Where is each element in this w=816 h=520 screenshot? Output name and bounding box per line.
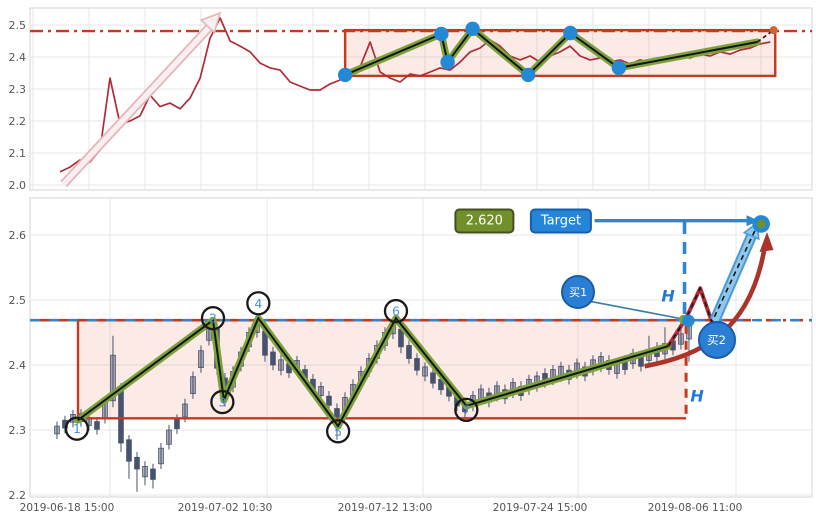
y-axis-tick-label: 2.6 [9,229,27,242]
pivot-circle-6: 6 [383,298,409,324]
pivot-dot [337,67,353,83]
pivot-circle-outline [64,416,90,441]
candle-body [142,465,148,478]
bottom-panel-border [29,197,813,498]
candle-body [678,333,684,345]
y-axis-tick-label: 2.1 [9,147,27,160]
candle-body [150,468,156,480]
trend-arrow-fill [61,25,212,186]
candle-body [118,390,124,444]
candle-body [94,421,100,430]
pivot-number: 2 [209,311,217,326]
candle-body [414,358,420,371]
pivot-circle-outline [246,291,271,316]
y-axis-tick-label: 2.2 [9,489,27,502]
candle-body [318,386,324,396]
candle-body [278,359,284,371]
candle-body [430,372,436,384]
pivot-dot [611,60,627,76]
pivot-dot [434,26,449,42]
y-axis-tick-label: 2.5 [9,294,27,307]
candle-body [326,395,332,406]
pivot-circle-4: 4 [246,291,271,316]
pivot-circle-5: 5 [325,419,351,444]
pivot-number: 1 [73,421,81,436]
pivot-dot [563,25,578,41]
pivot-number: 7 [462,402,470,417]
pivot-dot [520,67,536,83]
target-badge[interactable]: Target [529,208,593,234]
buy2-marker[interactable]: 买2 [697,321,736,360]
buy1-pointer-line [589,300,683,320]
buy1-marker[interactable]: 买1 [561,275,596,310]
y-axis-tick-label: 2.2 [9,115,27,128]
pivot-circle-outline [325,419,351,444]
target-arrow-head [746,215,759,227]
pivot-circle-1: 1 [64,416,90,441]
candle-body [174,419,180,430]
y-axis-tick-label: 2.3 [9,83,27,96]
target-dot-inner [756,219,766,229]
pivot-circle-outline [454,397,479,423]
pivot-dot [465,21,480,37]
pivot-circle-outline [210,389,235,415]
candle-body [198,350,204,369]
buy1-point-dot [682,314,695,327]
pivot-number: 5 [334,424,342,439]
candle-body [54,425,60,435]
candle-body [182,403,188,418]
top-panel: 2.5 2.4 2.3 2.2 2.1 2.0 [9,7,813,192]
candle-body [422,366,428,377]
y-axis-tick-label: 2.5 [9,19,27,32]
bottom-panel: 2.6 2.5 2.4 2.3 2.2 1 2 3 4 5 6 7 [9,197,813,502]
zigzag-black-bottom [77,316,669,428]
pivot-number: 3 [218,395,226,410]
projection-dashed-black [667,226,758,347]
pivot-circle-outline [200,306,226,331]
y-axis-tick-label: 2.0 [9,179,27,192]
candle-body [158,447,164,465]
candle-body [406,345,412,359]
y-axis-tick-label: 2.4 [9,359,27,372]
candle-body [110,354,116,402]
measured-move-value-badge[interactable]: 2.620 [454,208,514,234]
pivot-dot [440,54,455,70]
candle-body [134,456,140,470]
breakout-dot [769,26,778,35]
pivot-number: 4 [254,296,262,311]
trend-arrow-head [199,11,222,34]
y-axis-tick-label: 2.3 [9,424,27,437]
pivot-circle-3: 3 [210,389,235,415]
pivot-circle-7: 7 [454,397,479,423]
top-panel-border [29,7,813,191]
candle-body [270,351,276,366]
y-axis-tick-label: 2.4 [9,51,27,64]
curved-arrow-head [759,232,774,252]
candle-body [638,356,644,367]
pivot-number: 6 [392,304,400,319]
pivot-circle-2: 2 [200,306,226,331]
candle-body [166,429,172,445]
candle-body [126,439,132,462]
pivot-circle-outline [383,298,409,324]
candle-body [190,376,196,395]
